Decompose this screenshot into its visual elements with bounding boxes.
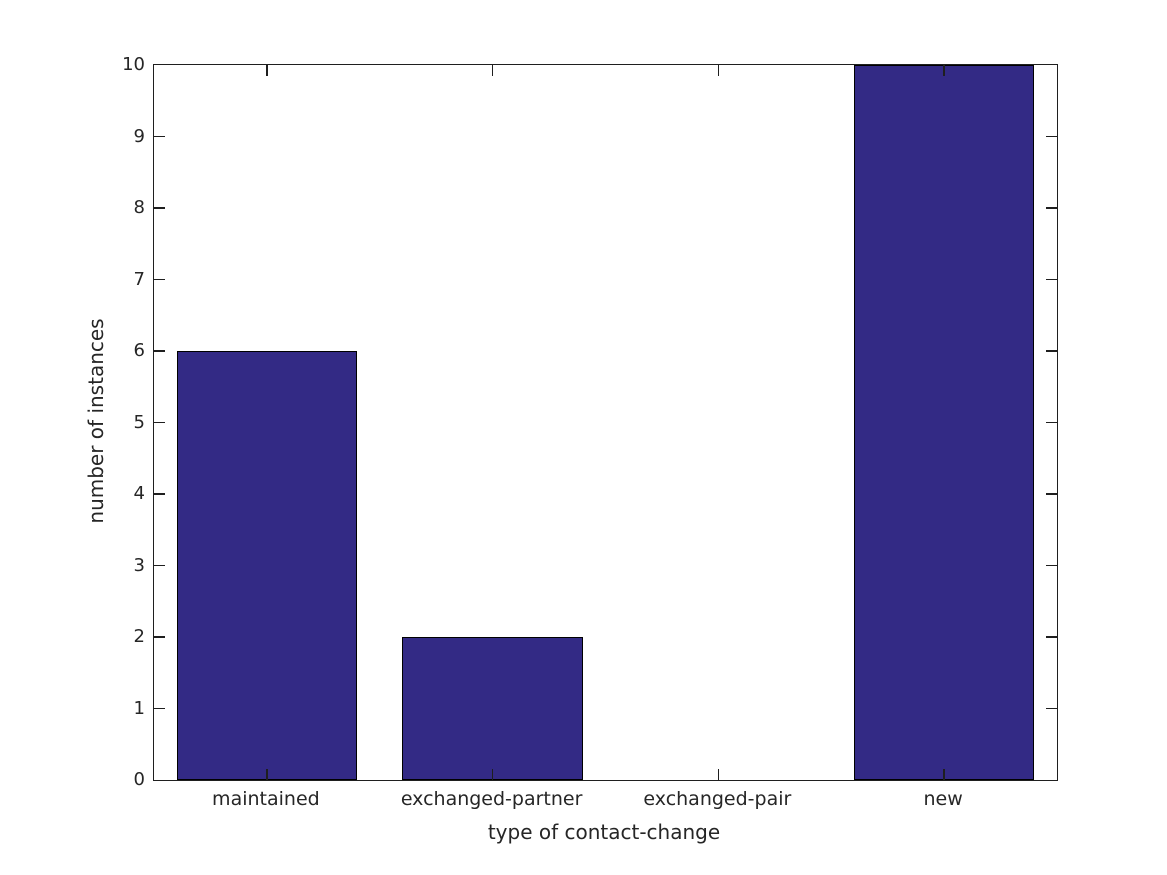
y-tick-right-3 (1046, 564, 1057, 567)
y-tick-left-3 (154, 564, 165, 567)
y-tick-label-4: 4 (133, 483, 145, 504)
y-tick-label-3: 3 (133, 554, 145, 576)
y-tick-right-8 (1046, 207, 1057, 209)
x-tick-bottom-exchanged-pair (717, 769, 720, 780)
y-tick-right-9 (1046, 135, 1057, 138)
y-tick-label-1: 1 (133, 697, 145, 719)
y-tick-label-10: 10 (122, 54, 145, 75)
plot-area (153, 64, 1058, 781)
x-tick-label-exchanged-pair: exchanged-pair (643, 788, 792, 810)
y-tick-label-5: 5 (133, 411, 145, 433)
y-tick-left-4 (154, 493, 165, 495)
x-tick-top-new (943, 65, 945, 76)
y-tick-left-6 (154, 350, 165, 352)
y-tick-right-6 (1046, 350, 1057, 352)
y-tick-label-2: 2 (133, 626, 145, 647)
y-tick-left-2 (154, 636, 165, 638)
x-tick-bottom-maintained (266, 769, 268, 780)
y-tick-label-7: 7 (133, 268, 145, 290)
bar-maintained (176, 351, 358, 780)
y-tick-label-6: 6 (133, 340, 145, 361)
y-tick-right-7 (1046, 278, 1057, 281)
y-tick-right-1 (1046, 707, 1057, 710)
y-tick-left-7 (154, 278, 165, 281)
bar-new (853, 65, 1035, 780)
y-tick-right-4 (1046, 493, 1057, 495)
y-tick-left-5 (154, 421, 165, 424)
y-tick-label-9: 9 (133, 125, 145, 147)
x-tick-bottom-new (943, 769, 945, 780)
y-tick-left-8 (154, 207, 165, 209)
bar-exchanged-partner (402, 637, 583, 780)
x-tick-label-maintained: maintained (212, 788, 320, 810)
y-tick-label-0: 0 (133, 769, 145, 790)
x-tick-label-exchanged-partner: exchanged-partner (400, 788, 583, 810)
x-tick-bottom-exchanged-partner (491, 769, 494, 780)
y-tick-right-2 (1046, 636, 1057, 638)
x-tick-top-maintained (266, 65, 268, 76)
x-tick-top-exchanged-partner (491, 65, 494, 76)
y-tick-label-8: 8 (133, 197, 145, 218)
x-tick-label-new: new (923, 788, 963, 810)
y-tick-left-1 (154, 707, 165, 710)
x-tick-top-exchanged-pair (717, 65, 720, 76)
x-axis-label: type of contact-change (487, 820, 721, 844)
y-tick-left-9 (154, 135, 165, 138)
y-tick-right-5 (1046, 421, 1057, 424)
